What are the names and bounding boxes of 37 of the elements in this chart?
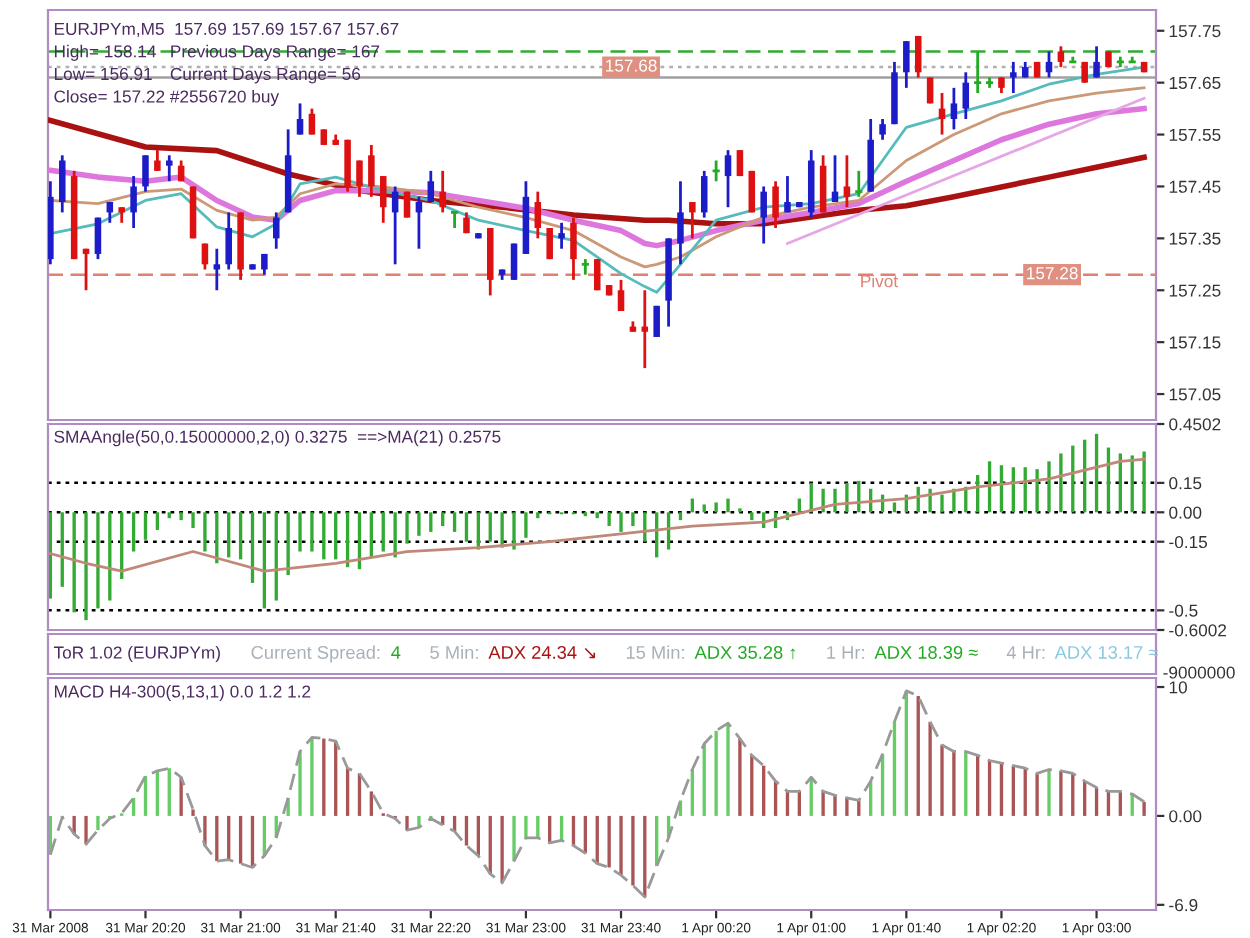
text: ToR 1.02 (EURJPYm)	[53, 645, 220, 663]
y-tick-label: 157.45	[1169, 180, 1221, 193]
annotation: 157.28	[1027, 267, 1078, 280]
text: -9000000	[1163, 666, 1235, 679]
y-tick-label: 0.4502	[1169, 418, 1221, 431]
text: 5 Min:	[430, 645, 478, 659]
text: 15 Min:	[626, 645, 684, 659]
y-tick-label: 157.65	[1169, 76, 1221, 90]
chart-title: MACD H4-300(5,13,1) 0.0 1.2 1.2	[54, 684, 311, 702]
chart-title: SMAAngle(50,0.15000000,2,0) 0.3275 ==>MA(21) 0.2575	[54, 430, 501, 447]
text: ADX 24.34 ↘	[488, 645, 596, 659]
y-tick-label: 0.15	[1169, 477, 1202, 490]
annotation: Close= 157.22	[54, 89, 165, 103]
text: EURJPYm,M5 157.69 157.69 157.67 157.67	[54, 22, 399, 37]
annotation: Current Days Range= 56	[170, 67, 361, 84]
text: 4	[391, 646, 401, 659]
annotation: 157.68	[606, 59, 657, 72]
y-tick-label: 157.75	[1169, 25, 1221, 38]
y-tick-label: -0.5	[1169, 604, 1198, 617]
text: 1 Hr:	[827, 646, 864, 659]
text: ADX 35.28 ↑	[694, 645, 796, 660]
y-tick-label: 0.00	[1169, 506, 1202, 519]
y-tick-label: 157.15	[1169, 336, 1221, 349]
annotation: Low= 156.91	[54, 67, 152, 81]
y-tick-label: 157.25	[1169, 284, 1221, 297]
text: Current Spread:	[251, 645, 380, 663]
text: ADX 18.39 ≈	[874, 645, 978, 659]
y-tick-label: 157.55	[1169, 128, 1221, 141]
y-tick-label: 0.00	[1169, 810, 1202, 823]
y-tick-label: 10	[1169, 681, 1187, 694]
text: 4 Hr:	[1006, 646, 1045, 659]
y-tick-label: 157.05	[1169, 388, 1221, 401]
y-tick-label: -0.15	[1169, 535, 1208, 549]
annotation: #2556720 buy	[169, 89, 280, 106]
y-tick-label: -0.6002	[1169, 624, 1227, 637]
y-tick-label: -6.9	[1169, 899, 1198, 912]
y-tick-label: 157.35	[1169, 232, 1221, 245]
